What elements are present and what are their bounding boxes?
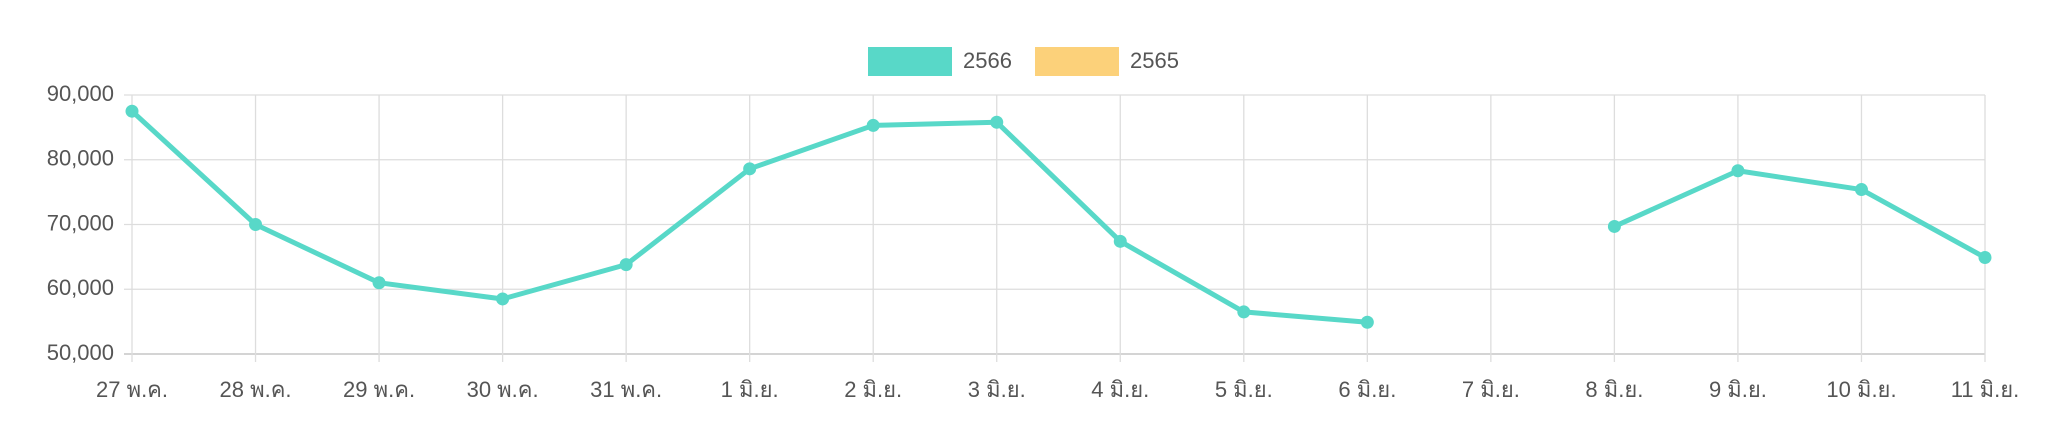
- legend-label: 2566: [963, 48, 1012, 73]
- x-tick-label: 3 มิ.ย.: [968, 377, 1026, 402]
- data-point: [1607, 219, 1621, 233]
- x-tick-label: 11 มิ.ย.: [1951, 377, 2020, 402]
- x-tick-label: 1 มิ.ย.: [721, 377, 779, 402]
- y-tick-label: 90,000: [47, 81, 114, 106]
- x-tick-label: 27 พ.ค.: [96, 377, 168, 402]
- data-point: [619, 258, 633, 272]
- data-point: [372, 276, 386, 290]
- data-point: [249, 218, 263, 231]
- data-point: [125, 104, 139, 118]
- x-tick-label: 2 มิ.ย.: [844, 377, 902, 402]
- x-tick-label: 4 มิ.ย.: [1091, 377, 1149, 402]
- x-tick-label: 6 มิ.ย.: [1338, 377, 1396, 402]
- y-tick-label: 50,000: [47, 340, 114, 365]
- y-tick-label: 70,000: [47, 210, 114, 235]
- data-point: [1978, 251, 1992, 265]
- x-tick-label: 30 พ.ค.: [467, 377, 539, 402]
- y-tick-label: 60,000: [47, 275, 114, 300]
- data-point: [1360, 315, 1374, 329]
- x-tick-label: 29 พ.ค.: [343, 377, 415, 402]
- data-point: [1731, 164, 1745, 178]
- data-point: [1237, 305, 1251, 319]
- x-tick-label: 9 มิ.ย.: [1709, 377, 1767, 402]
- series-line: [130, 109, 1987, 325]
- data-point: [866, 118, 880, 132]
- x-tick-label: 8 มิ.ย.: [1585, 377, 1643, 402]
- data-point: [1113, 234, 1127, 248]
- data-point: [1854, 183, 1868, 197]
- x-tick-label: 31 พ.ค.: [590, 377, 662, 402]
- x-tick-label: 10 มิ.ย.: [1826, 377, 1896, 402]
- x-tick-label: 5 มิ.ย.: [1215, 377, 1273, 402]
- legend-label: 2565: [1130, 48, 1179, 73]
- x-tick-label: 28 พ.ค.: [220, 377, 292, 402]
- legend-swatch: [868, 47, 952, 76]
- data-point: [496, 292, 510, 306]
- x-tick-label: 7 มิ.ย.: [1462, 377, 1520, 402]
- data-point: [990, 115, 1004, 129]
- y-tick-label: 80,000: [47, 146, 114, 171]
- data-point: [743, 162, 757, 176]
- legend-swatch: [1035, 47, 1119, 76]
